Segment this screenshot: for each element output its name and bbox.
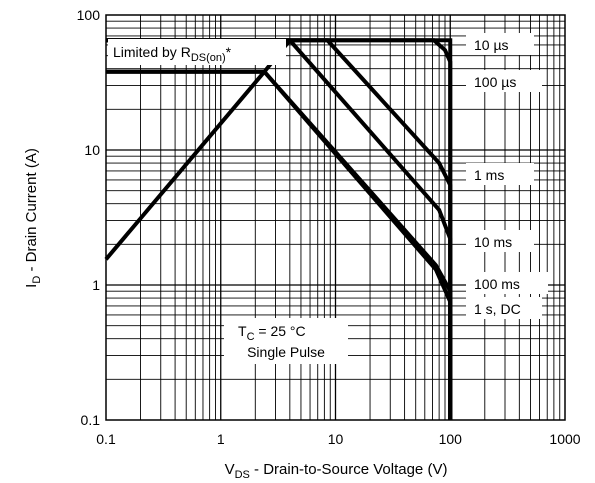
y-axis-title: ID - Drain Current (A)	[23, 148, 43, 288]
series-line-6	[106, 69, 453, 420]
x-tick-label: 1	[217, 431, 225, 447]
single-pulse-label: Single Pulse	[247, 344, 325, 360]
limit-annotation: Limited by RDS(on)*	[108, 39, 286, 65]
limit-label-sub: DS(on)	[191, 52, 226, 64]
y-tick-label: 1	[92, 277, 100, 293]
limit-label-suffix: *	[226, 44, 232, 60]
series-label-10ms: 10 ms	[474, 234, 512, 250]
tick-labels: 0.1 1 10 100 1000 0.1 1 10 100	[77, 7, 581, 447]
series-line-5	[106, 69, 453, 420]
series-label-100ms: 100 ms	[474, 276, 520, 292]
series-labels: 10 µs 100 µs 1 ms 10 ms 100 ms 1 s, DC	[466, 33, 548, 319]
tc-main: T	[238, 323, 247, 339]
y-tick-label: 10	[84, 142, 100, 158]
plot-frame	[105, 14, 566, 421]
x-axis-title: VDS - Drain-to-Source Voltage (V)	[225, 461, 448, 481]
series-label-1ms: 1 ms	[474, 167, 504, 183]
x-tick-label: 10	[328, 431, 344, 447]
series-label-1s-dc: 1 s, DC	[474, 301, 521, 317]
y-tick-label: 0.1	[81, 412, 101, 428]
svg-text:Limited by RDS(on)*: Limited by RDS(on)*	[113, 44, 232, 64]
limit-label-main: Limited by R	[113, 44, 191, 60]
series-label-10us: 10 µs	[474, 37, 509, 53]
x-tick-label: 1000	[549, 431, 580, 447]
svg-text:TC = 25 °C: TC = 25 °C	[238, 323, 306, 343]
series-label-100us: 100 µs	[474, 74, 516, 90]
tc-sub: C	[247, 331, 255, 343]
y-tick-label: 100	[77, 7, 101, 23]
tc-rest: = 25 °C	[255, 323, 306, 339]
x-tick-label: 0.1	[96, 431, 116, 447]
condition-annotation: TC = 25 °C Single Pulse	[224, 318, 348, 364]
x-tick-label: 100	[439, 431, 463, 447]
